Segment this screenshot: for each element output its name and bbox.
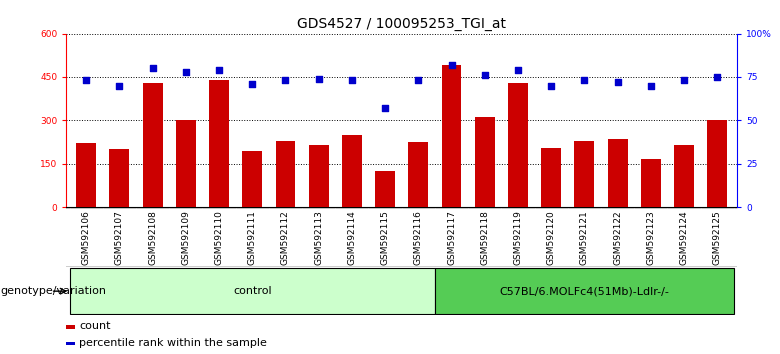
Bar <box>309 145 328 207</box>
Bar <box>275 141 296 207</box>
Text: GSM592116: GSM592116 <box>414 210 423 265</box>
Bar <box>143 83 162 207</box>
Point <box>578 78 590 83</box>
Point <box>246 81 258 87</box>
Text: GSM592121: GSM592121 <box>580 210 589 265</box>
Text: GSM592112: GSM592112 <box>281 210 290 265</box>
Text: control: control <box>233 286 271 296</box>
Bar <box>109 149 129 207</box>
Bar <box>574 141 594 207</box>
Title: GDS4527 / 100095253_TGI_at: GDS4527 / 100095253_TGI_at <box>297 17 506 31</box>
Text: GSM592110: GSM592110 <box>215 210 224 265</box>
Point <box>478 73 491 78</box>
Point <box>346 78 358 83</box>
Bar <box>375 171 395 207</box>
Text: genotype/variation: genotype/variation <box>1 286 107 296</box>
Point <box>678 78 690 83</box>
Point <box>147 65 159 71</box>
Text: GSM592120: GSM592120 <box>547 210 555 265</box>
Text: GSM592123: GSM592123 <box>647 210 655 265</box>
Point <box>512 67 524 73</box>
Text: GSM592106: GSM592106 <box>82 210 90 265</box>
Text: GSM592117: GSM592117 <box>447 210 456 265</box>
Point <box>711 74 723 80</box>
Point <box>445 62 458 68</box>
Text: GSM592115: GSM592115 <box>381 210 389 265</box>
Text: GSM592119: GSM592119 <box>513 210 523 265</box>
Bar <box>66 342 75 345</box>
Text: GSM592111: GSM592111 <box>248 210 257 265</box>
Bar <box>441 65 462 207</box>
Point <box>644 83 657 88</box>
Bar <box>66 325 75 329</box>
Point <box>412 78 424 83</box>
Point <box>213 67 225 73</box>
Point <box>612 79 624 85</box>
Text: GSM592108: GSM592108 <box>148 210 157 265</box>
Text: GSM592118: GSM592118 <box>480 210 489 265</box>
Bar <box>674 145 694 207</box>
Text: GSM592125: GSM592125 <box>713 210 722 265</box>
Bar <box>641 159 661 207</box>
Text: GSM592113: GSM592113 <box>314 210 323 265</box>
Point <box>179 69 192 75</box>
Bar <box>69 268 435 314</box>
Text: GSM592122: GSM592122 <box>613 210 622 265</box>
Bar <box>176 120 196 207</box>
Text: GSM592114: GSM592114 <box>347 210 356 265</box>
Text: percentile rank within the sample: percentile rank within the sample <box>79 338 267 348</box>
Text: GSM592107: GSM592107 <box>115 210 124 265</box>
Point <box>113 83 126 88</box>
Bar <box>342 135 362 207</box>
Bar <box>243 151 262 207</box>
Point <box>80 78 93 83</box>
Bar <box>409 142 428 207</box>
Bar <box>508 83 528 207</box>
Point <box>313 76 325 81</box>
Text: count: count <box>79 321 111 331</box>
Text: GSM592124: GSM592124 <box>679 210 689 265</box>
Bar <box>209 80 229 207</box>
Bar <box>608 139 628 207</box>
Bar <box>707 120 727 207</box>
Bar <box>76 143 96 207</box>
Text: C57BL/6.MOLFc4(51Mb)-Ldlr-/-: C57BL/6.MOLFc4(51Mb)-Ldlr-/- <box>499 286 669 296</box>
Point <box>379 105 392 111</box>
Bar <box>435 268 734 314</box>
Point <box>545 83 558 88</box>
Bar <box>541 148 561 207</box>
Bar <box>475 118 495 207</box>
Text: GSM592109: GSM592109 <box>181 210 190 265</box>
Point <box>279 78 292 83</box>
